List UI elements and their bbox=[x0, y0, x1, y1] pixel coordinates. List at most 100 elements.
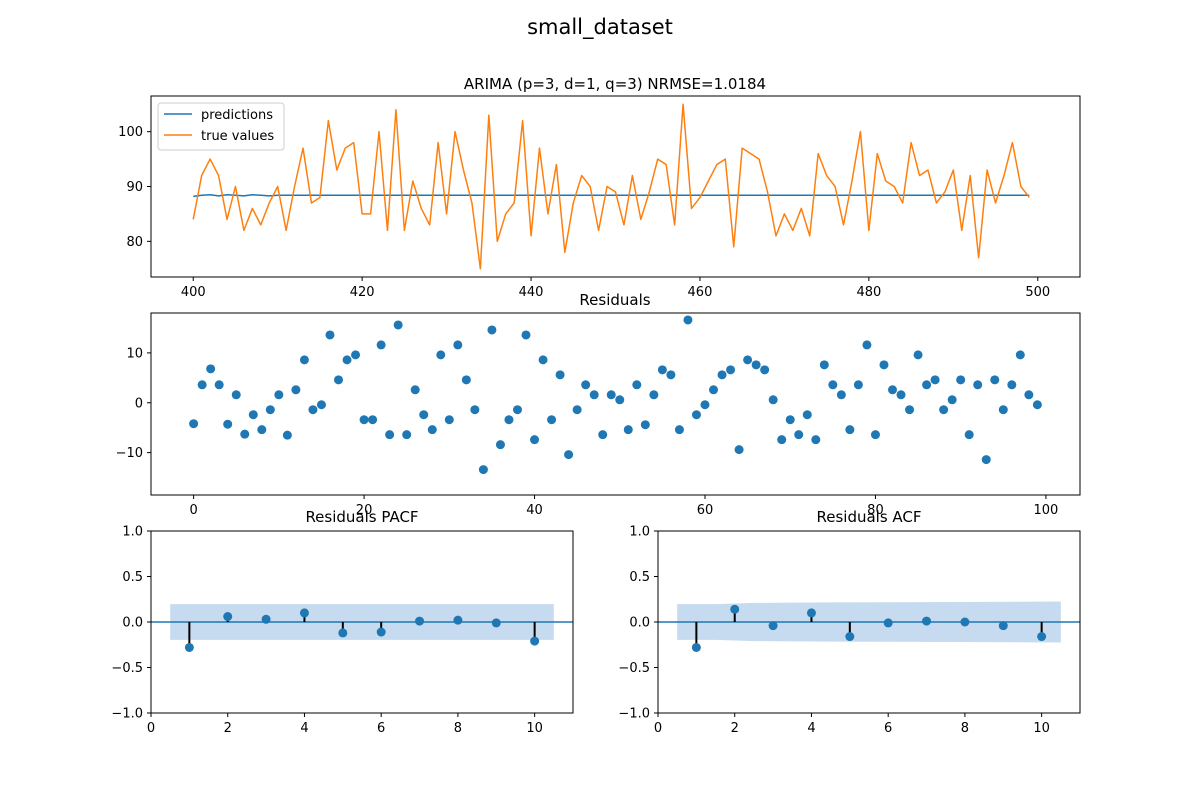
predictions-chart: ARIMA (p=3, d=1, q=3) NRMSE=1.0184 400 42… bbox=[118, 75, 1081, 300]
residual-point bbox=[265, 405, 275, 415]
acf-x-ticks: 0 2 4 6 8 10 bbox=[654, 713, 1050, 736]
legend-predictions-label: predictions bbox=[201, 108, 273, 123]
residual-point bbox=[189, 419, 199, 429]
acf-chart-title: Residuals ACF bbox=[816, 508, 921, 526]
residual-point bbox=[240, 429, 250, 439]
residual-point bbox=[231, 390, 241, 400]
pacf-stem-marker bbox=[491, 618, 501, 628]
acf-y-tick-label: −1.0 bbox=[618, 707, 650, 722]
pacf-y-ticks: −1.0 −0.5 0.0 0.5 1.0 bbox=[111, 525, 151, 722]
residual-point bbox=[956, 375, 966, 385]
residual-point bbox=[794, 430, 804, 440]
pacf-y-tick-label: −0.5 bbox=[111, 661, 143, 676]
pacf-marks bbox=[151, 608, 573, 652]
pacf-stem-marker bbox=[184, 642, 194, 652]
residual-point bbox=[1015, 350, 1025, 360]
series-line-true-values bbox=[192, 103, 1030, 270]
residuals-plot-area bbox=[151, 313, 1080, 495]
series-line-predictions bbox=[193, 193, 1030, 198]
acf-x-tick-label: 8 bbox=[961, 721, 969, 736]
residual-point bbox=[325, 330, 335, 340]
residual-point bbox=[351, 350, 361, 360]
residual-point bbox=[495, 440, 505, 450]
residual-point bbox=[623, 425, 633, 435]
residual-point bbox=[802, 410, 812, 420]
residual-point bbox=[674, 425, 684, 435]
pacf-x-tick-label: 4 bbox=[300, 721, 308, 736]
residuals-marks bbox=[189, 315, 1042, 475]
acf-axes-frame bbox=[657, 530, 1081, 714]
residual-point bbox=[572, 405, 582, 415]
residuals-y-tick-label: −10 bbox=[116, 446, 143, 461]
acf-stem-marker bbox=[922, 616, 932, 626]
residual-point bbox=[768, 395, 778, 405]
pacf-x-tick-label: 8 bbox=[454, 721, 462, 736]
predictions-x-tick-label: 500 bbox=[1025, 285, 1050, 300]
residual-point bbox=[1032, 400, 1042, 410]
residual-point bbox=[368, 415, 378, 425]
residual-point bbox=[470, 405, 480, 415]
pacf-x-tick-label: 0 bbox=[147, 721, 155, 736]
residual-point bbox=[427, 425, 437, 435]
pacf-stem-marker bbox=[453, 615, 463, 625]
residual-point bbox=[419, 410, 429, 420]
residual-point bbox=[836, 390, 846, 400]
residual-point bbox=[853, 380, 863, 390]
pacf-y-tick-label: 1.0 bbox=[122, 525, 143, 540]
residuals-x-tick-label: 0 bbox=[189, 503, 197, 518]
acf-y-tick-label: 1.0 bbox=[629, 525, 650, 540]
residual-point bbox=[922, 380, 932, 390]
residuals-chart-title: Residuals bbox=[579, 291, 650, 309]
residual-point bbox=[657, 365, 667, 375]
pacf-y-tick-label: 0.5 bbox=[122, 570, 143, 585]
pacf-x-tick-label: 6 bbox=[377, 721, 385, 736]
figure-suptitle: small_dataset bbox=[527, 15, 673, 40]
pacf-axes-frame bbox=[150, 530, 574, 714]
acf-x-tick-label: 0 bbox=[654, 721, 662, 736]
residual-point bbox=[530, 435, 540, 445]
acf-x-tick-label: 10 bbox=[1033, 721, 1050, 736]
pacf-stem-marker bbox=[415, 616, 425, 626]
acf-chart: Residuals ACF 0 2 4 6 8 10 −1.0 −0.5 0.0 0.5 1.0 bbox=[618, 508, 1081, 736]
predictions-plot-area bbox=[151, 96, 1080, 277]
pacf-stem-marker bbox=[530, 636, 540, 646]
residual-point bbox=[257, 425, 267, 435]
residual-point bbox=[913, 350, 923, 360]
predictions-x-ticks: 400 420 440 460 480 500 bbox=[181, 277, 1050, 300]
residual-point bbox=[504, 415, 514, 425]
predictions-y-tick-label: 100 bbox=[118, 125, 143, 140]
residual-point bbox=[410, 385, 420, 395]
residual-point bbox=[879, 360, 889, 370]
residual-point bbox=[760, 365, 770, 375]
predictions-y-tick-label: 80 bbox=[126, 235, 143, 250]
residual-point bbox=[743, 355, 753, 365]
residual-point bbox=[947, 395, 957, 405]
predictions-marks bbox=[192, 103, 1030, 270]
residual-point bbox=[870, 430, 880, 440]
residual-point bbox=[981, 455, 991, 465]
residual-point bbox=[385, 430, 395, 440]
residual-point bbox=[819, 360, 829, 370]
predictions-y-tick-label: 90 bbox=[126, 180, 143, 195]
acf-x-tick-label: 2 bbox=[731, 721, 739, 736]
residual-point bbox=[777, 435, 787, 445]
acf-marks bbox=[658, 604, 1080, 652]
predictions-axes-frame bbox=[150, 95, 1081, 278]
residual-point bbox=[615, 395, 625, 405]
predictions-x-tick-label: 480 bbox=[856, 285, 881, 300]
residual-point bbox=[930, 375, 940, 385]
acf-stem-marker bbox=[768, 621, 778, 631]
residual-point bbox=[376, 340, 386, 350]
acf-y-tick-label: 0.5 bbox=[629, 570, 650, 585]
residual-point bbox=[487, 325, 497, 335]
acf-x-tick-label: 4 bbox=[807, 721, 815, 736]
residual-point bbox=[640, 420, 650, 430]
acf-y-tick-label: −0.5 bbox=[618, 661, 650, 676]
pacf-x-ticks: 0 2 4 6 8 10 bbox=[147, 713, 543, 736]
residuals-y-tick-label: 10 bbox=[126, 346, 143, 361]
residuals-axes-frame bbox=[150, 312, 1081, 496]
residual-point bbox=[359, 415, 369, 425]
residual-point bbox=[717, 370, 727, 380]
residual-point bbox=[282, 430, 292, 440]
acf-stem-marker bbox=[960, 617, 970, 627]
